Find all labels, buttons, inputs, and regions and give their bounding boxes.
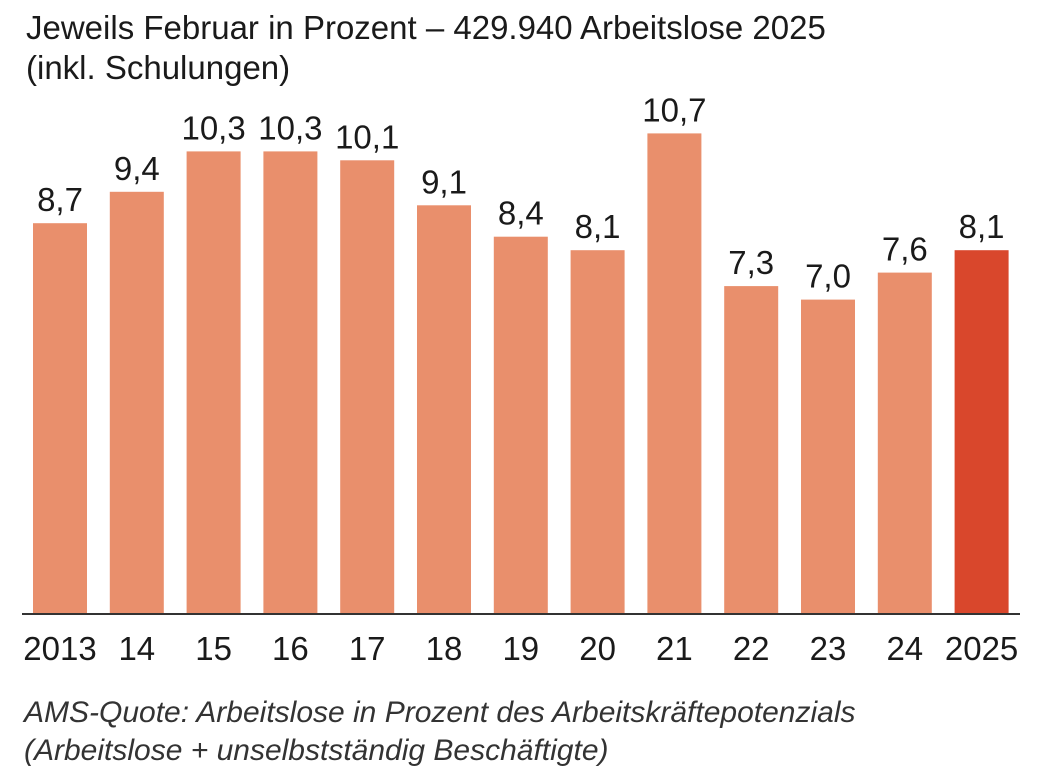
x-tick-label-2013: 2013 <box>23 630 96 667</box>
footnote: AMS-Quote: Arbeitslose in Prozent des Ar… <box>24 694 1034 770</box>
footnote-line-1: AMS-Quote: Arbeitslose in Prozent des Ar… <box>24 696 856 729</box>
x-tick-labels-group: 2013 14 15 16 17 18 19 20 21 22 23 24 2025 <box>23 630 1018 667</box>
bar-2025 <box>954 250 1009 614</box>
bar-24 <box>877 272 932 614</box>
bar-2013 <box>33 223 87 614</box>
x-tick-label-14: 14 <box>118 630 155 667</box>
footnote-line-2: (Arbeitslose + unselbstständig Beschäfti… <box>24 734 609 767</box>
x-tick-label-20: 20 <box>579 630 616 667</box>
value-label-24: 7,6 <box>882 231 928 268</box>
chart-subtitle: (inkl. Schulungen) <box>26 49 291 86</box>
bar-14 <box>109 191 164 615</box>
value-label-14: 9,4 <box>114 150 160 187</box>
value-label-16: 10,3 <box>258 109 322 146</box>
x-tick-label-24: 24 <box>886 630 923 667</box>
value-label-20: 8,1 <box>575 208 621 245</box>
bar-23 <box>801 299 855 614</box>
bar-21 <box>647 133 702 614</box>
x-tick-label-23: 23 <box>810 630 847 667</box>
x-tick-label-17: 17 <box>349 630 386 667</box>
bar-15 <box>186 151 241 614</box>
x-tick-label-2025: 2025 <box>945 630 1018 667</box>
chart-title: Jeweils Februar in Prozent – 429.940 Arb… <box>26 8 1026 88</box>
value-label-22: 7,3 <box>728 244 774 281</box>
x-tick-label-15: 15 <box>195 630 232 667</box>
bar-19 <box>493 236 548 614</box>
value-label-15: 10,3 <box>181 109 245 146</box>
bars-group <box>33 133 1009 615</box>
value-label-2025: 8,1 <box>959 208 1005 245</box>
value-label-23: 7,0 <box>805 258 851 295</box>
value-labels-group: 8,7 9,4 10,3 10,3 10,1 9,1 8,4 8,1 10,7 7,3 7,0 7,6… <box>37 91 1004 294</box>
value-label-17: 10,1 <box>335 118 399 155</box>
value-label-18: 9,1 <box>421 163 467 200</box>
bar-18 <box>417 205 471 615</box>
bar-16 <box>263 151 318 614</box>
bar-22 <box>724 286 779 614</box>
value-label-21: 10,7 <box>642 91 706 128</box>
x-tick-label-21: 21 <box>656 630 693 667</box>
x-tick-label-19: 19 <box>502 630 539 667</box>
bar-17 <box>340 160 395 615</box>
chart-title-line-1: Jeweils Februar in Prozent – 429.940 Arb… <box>26 9 826 46</box>
bar-chart: 8,7 9,4 10,3 10,3 10,1 9,1 8,4 8,1 10,7 7,3 7,0 7,6… <box>22 91 1020 667</box>
x-tick-label-18: 18 <box>426 630 463 667</box>
x-tick-label-22: 22 <box>733 630 770 667</box>
value-label-19: 8,4 <box>498 195 544 232</box>
value-label-2013: 8,7 <box>37 181 83 218</box>
bar-20 <box>570 250 625 614</box>
x-tick-label-16: 16 <box>272 630 309 667</box>
